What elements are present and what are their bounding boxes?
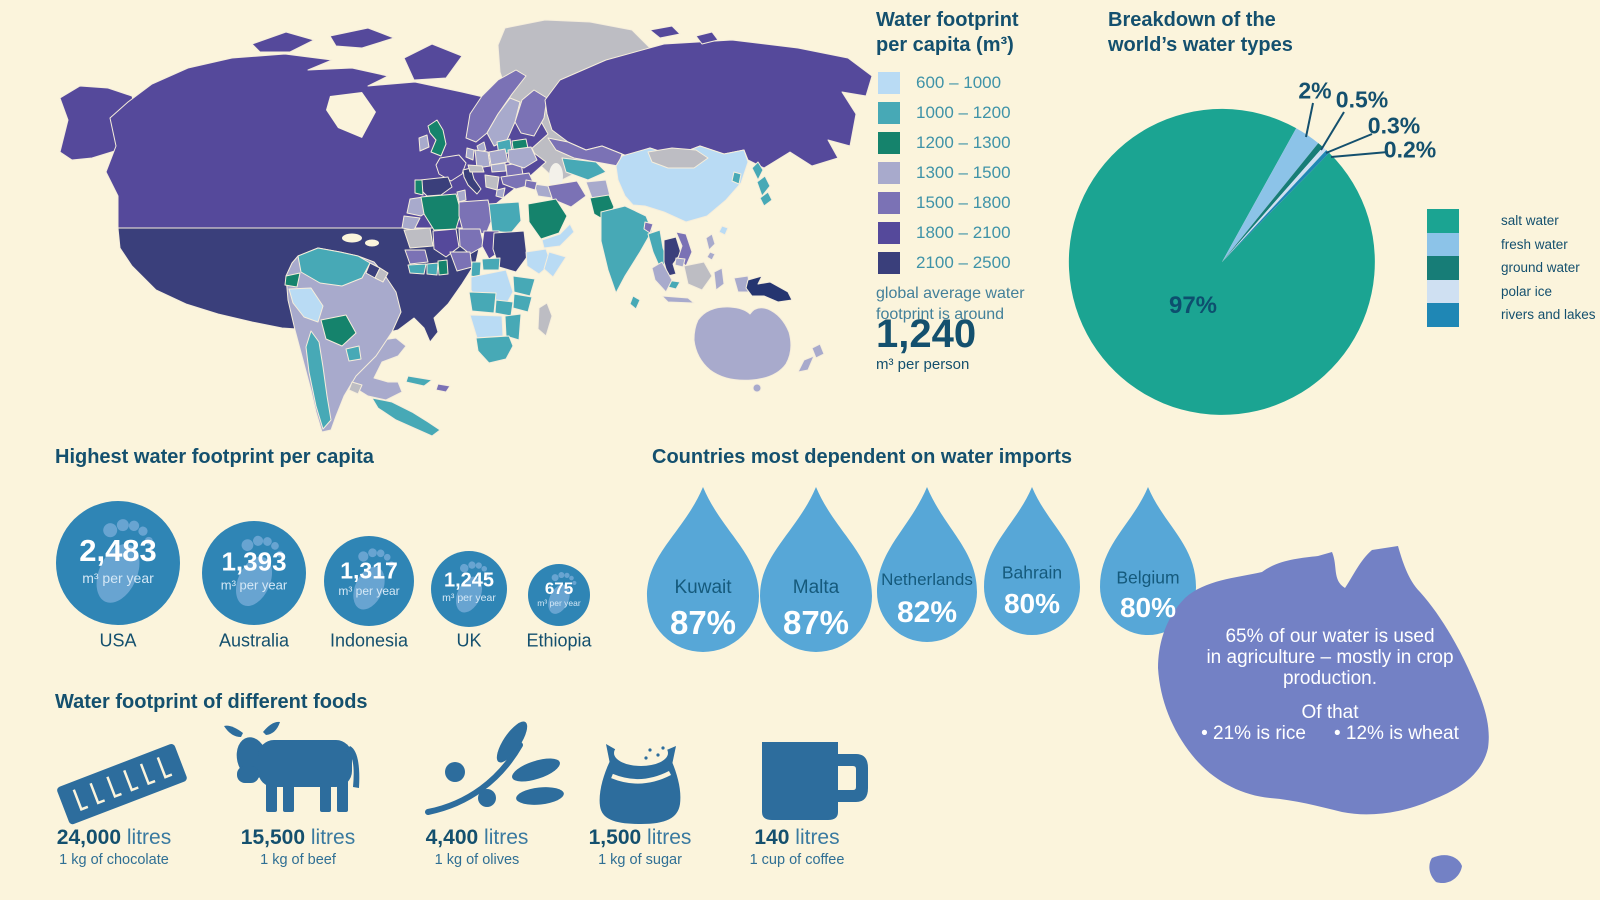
drop-pct-kuwait: 87% bbox=[669, 604, 737, 641]
australia-fact-line3: production. bbox=[1282, 668, 1378, 689]
footprint-unit-ethiopia: m³ per year bbox=[537, 598, 581, 608]
footprint-value-australia: 1,393 bbox=[221, 546, 287, 577]
drop-country-belgium: Belgium bbox=[1116, 567, 1180, 588]
footprint-country-australia: Australia bbox=[218, 630, 290, 651]
legend-item-1500-1800: 1500 – 1800 bbox=[878, 192, 1011, 214]
legend-swatch bbox=[878, 132, 900, 154]
legend-swatch bbox=[878, 162, 900, 184]
water-drops bbox=[647, 487, 1196, 652]
pie-swatch bbox=[1427, 209, 1459, 233]
food-value-sugar: 1,500 litres bbox=[588, 826, 692, 849]
food-caption-beef: 1 kg of beef bbox=[260, 852, 336, 868]
pie-callout-03pct: 0.3% bbox=[1367, 112, 1421, 139]
drop-country-kuwait: Kuwait bbox=[674, 577, 732, 598]
legend-item-1000-1200: 1000 – 1200 bbox=[878, 102, 1011, 124]
pie-swatch bbox=[1427, 279, 1459, 303]
food-caption-olives: 1 kg of olives bbox=[434, 852, 520, 868]
pie-legend-fresh: fresh water bbox=[1427, 232, 1568, 256]
legend-item-600-1000: 600 – 1000 bbox=[878, 72, 1001, 94]
footprint-unit-indonesia: m³ per year bbox=[338, 584, 400, 598]
pie-callout-2pct: 2% bbox=[1298, 77, 1332, 104]
pie-legend-polar: polar ice bbox=[1427, 279, 1552, 303]
global-average-note: global average water footprint is around bbox=[876, 285, 1025, 323]
footprint-value-uk: 1,245 bbox=[443, 569, 495, 592]
pie-swatch bbox=[1427, 232, 1459, 256]
food-value-olives: 4,400 litres bbox=[425, 826, 529, 849]
olive-branch-icon bbox=[425, 721, 564, 815]
legend-swatch bbox=[878, 102, 900, 124]
australia-shape bbox=[1158, 546, 1489, 884]
legend-item-1300-1500: 1300 – 1500 bbox=[878, 162, 1011, 184]
legend-swatch bbox=[878, 252, 900, 274]
footprint-country-indonesia: Indonesia bbox=[329, 630, 409, 651]
footprint-circles bbox=[56, 501, 590, 627]
legend-item-1800-2100: 1800 – 2100 bbox=[878, 222, 1011, 244]
global-average-unit: m³ per person bbox=[876, 356, 970, 373]
footprint-unit-australia: m³ per year bbox=[220, 577, 288, 593]
map-legend-title: Water footprint per capita (m³) bbox=[876, 9, 1019, 56]
legend-swatch bbox=[878, 192, 900, 214]
pie-swatch bbox=[1427, 256, 1459, 280]
drop-pct-bahrain: 80% bbox=[1003, 588, 1061, 619]
pie-main-label: 97% bbox=[1168, 292, 1218, 319]
footprint-value-indonesia: 1,317 bbox=[340, 557, 398, 584]
footprint-country-usa: USA bbox=[99, 630, 137, 651]
foods-heading: Water footprint of different foods bbox=[55, 691, 368, 713]
food-caption-sugar: 1 kg of sugar bbox=[598, 852, 682, 868]
drop-country-netherlands: Netherlands bbox=[881, 570, 973, 589]
imports-heading: Countries most dependent on water import… bbox=[652, 446, 1073, 468]
sugar-sack-icon bbox=[599, 740, 681, 824]
pie-title: Breakdown of the world’s water types bbox=[1108, 9, 1293, 56]
pie-callout-lines bbox=[1305, 102, 1389, 158]
footprint-country-uk: UK bbox=[456, 630, 482, 651]
pie-legend-salt: salt water bbox=[1427, 209, 1559, 233]
drop-pct-belgium: 80% bbox=[1119, 592, 1177, 623]
footprint-value-ethiopia: 675 bbox=[544, 579, 574, 598]
pie-callout-02pct: 0.2% bbox=[1383, 136, 1437, 163]
australia-fact-line4: Of that bbox=[1301, 702, 1359, 723]
australia-fact-line2: in agriculture – mostly in crop bbox=[1206, 647, 1454, 668]
food-value-beef: 15,500 litres bbox=[240, 826, 356, 849]
drop-country-bahrain: Bahrain bbox=[1001, 562, 1063, 583]
legend-item-1200-1300: 1200 – 1300 bbox=[878, 132, 1011, 154]
footprint-value-usa: 2,483 bbox=[79, 533, 157, 568]
legend-item-2100-2500: 2100 – 2500 bbox=[878, 252, 1011, 274]
world-map bbox=[59, 19, 873, 437]
rice-bullet: • 21% is rice bbox=[1201, 723, 1306, 744]
pie-swatch bbox=[1427, 303, 1459, 327]
global-average-value: 1,240 bbox=[876, 312, 977, 356]
wheat-bullet: • 12% is wheat bbox=[1333, 723, 1459, 744]
footprint-country-ethiopia: Ethiopia bbox=[526, 630, 592, 651]
australia-fact-line1: 65% of our water is used bbox=[1225, 626, 1435, 647]
cow-icon bbox=[224, 721, 360, 812]
footprints-heading: Highest water footprint per capita bbox=[55, 446, 374, 468]
food-value-chocolate: 24,000 litres bbox=[56, 826, 172, 849]
food-caption-coffee: 1 cup of coffee bbox=[749, 852, 845, 868]
footprint-unit-uk: m³ per year bbox=[442, 592, 496, 604]
drop-pct-netherlands: 82% bbox=[896, 596, 958, 629]
pie-callout-05pct: 0.5% bbox=[1335, 86, 1389, 113]
coffee-mug-icon bbox=[762, 742, 868, 820]
australia-fact-bullets: • 21% is rice • 12% is wheat bbox=[1201, 723, 1459, 745]
footprint-unit-usa: m³ per year bbox=[82, 570, 154, 586]
pie-chart bbox=[1068, 102, 1389, 415]
pie-legend-ground: ground water bbox=[1427, 256, 1580, 280]
legend-swatch bbox=[878, 72, 900, 94]
chocolate-icon bbox=[57, 744, 187, 825]
food-value-coffee: 140 litres bbox=[754, 826, 840, 849]
legend-swatch bbox=[878, 222, 900, 244]
pie-legend-rivers: rivers and lakes bbox=[1427, 303, 1596, 327]
drop-pct-malta: 87% bbox=[782, 604, 850, 641]
drop-country-malta: Malta bbox=[792, 577, 840, 598]
food-caption-chocolate: 1 kg of chocolate bbox=[59, 852, 169, 868]
